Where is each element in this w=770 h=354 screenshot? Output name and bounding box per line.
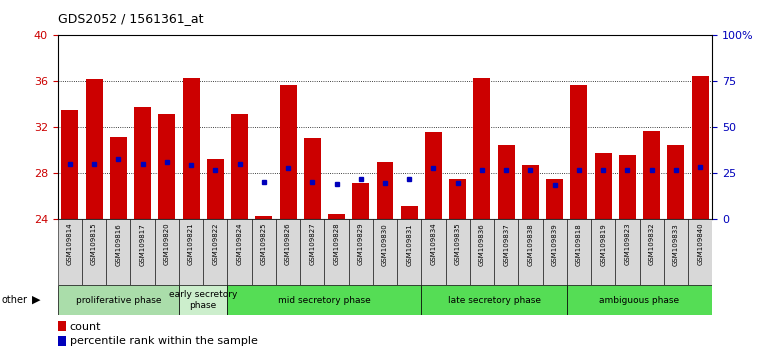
Bar [110,137,127,219]
Text: GSM109838: GSM109838 [527,223,534,266]
FancyBboxPatch shape [373,219,397,285]
Text: early secretory
phase: early secretory phase [169,290,237,310]
Text: late secretory phase: late secretory phase [447,296,541,304]
FancyBboxPatch shape [518,219,543,285]
FancyBboxPatch shape [58,219,82,285]
Text: GSM109837: GSM109837 [504,223,509,266]
Text: percentile rank within the sample: percentile rank within the sample [69,336,257,346]
FancyBboxPatch shape [179,219,203,285]
Bar [400,206,417,219]
FancyBboxPatch shape [591,219,615,285]
FancyBboxPatch shape [179,285,227,315]
Text: GSM109831: GSM109831 [407,223,412,266]
Text: GSM109827: GSM109827 [310,223,315,266]
Bar [304,138,321,219]
Text: ambiguous phase: ambiguous phase [600,296,680,304]
Text: GSM109817: GSM109817 [139,223,146,266]
Bar [85,79,102,219]
FancyBboxPatch shape [106,219,130,285]
Bar [377,162,393,219]
Text: GSM109824: GSM109824 [236,223,243,265]
FancyBboxPatch shape [227,219,252,285]
Text: ▶: ▶ [32,295,41,305]
Bar [546,179,563,219]
Bar [58,336,66,346]
FancyBboxPatch shape [58,285,179,315]
FancyBboxPatch shape [300,219,324,285]
FancyBboxPatch shape [615,219,640,285]
Bar [571,85,588,219]
Bar [497,145,514,219]
FancyBboxPatch shape [543,219,567,285]
Bar [594,153,611,219]
Bar [425,132,442,219]
Text: GSM109823: GSM109823 [624,223,631,266]
Text: GSM109821: GSM109821 [188,223,194,266]
Text: GSM109825: GSM109825 [261,223,266,265]
FancyBboxPatch shape [421,219,446,285]
Bar [280,85,296,219]
Bar [58,321,66,331]
Text: count: count [69,321,101,332]
FancyBboxPatch shape [349,219,373,285]
Bar [207,159,224,219]
Text: GSM109830: GSM109830 [382,223,388,266]
Bar [328,214,345,219]
Bar [134,107,151,219]
FancyBboxPatch shape [155,219,179,285]
FancyBboxPatch shape [130,219,155,285]
Bar [449,179,466,219]
Bar [62,110,79,219]
FancyBboxPatch shape [446,219,470,285]
Bar [474,78,490,219]
FancyBboxPatch shape [324,219,349,285]
Text: GSM109814: GSM109814 [67,223,73,266]
Bar [522,165,539,219]
FancyBboxPatch shape [203,219,227,285]
Text: GSM109835: GSM109835 [455,223,460,266]
Text: mid secretory phase: mid secretory phase [278,296,371,304]
FancyBboxPatch shape [688,219,712,285]
Text: GSM109828: GSM109828 [333,223,340,266]
FancyBboxPatch shape [640,219,664,285]
Text: proliferative phase: proliferative phase [75,296,161,304]
Text: GSM109833: GSM109833 [673,223,679,266]
Text: GSM109818: GSM109818 [576,223,582,266]
FancyBboxPatch shape [227,285,421,315]
FancyBboxPatch shape [494,219,518,285]
Text: other: other [2,295,28,305]
FancyBboxPatch shape [664,219,688,285]
Text: GSM109839: GSM109839 [551,223,557,266]
Bar [159,114,176,219]
Bar [619,155,636,219]
Text: GSM109820: GSM109820 [164,223,170,266]
FancyBboxPatch shape [567,285,712,315]
Text: GSM109826: GSM109826 [285,223,291,266]
FancyBboxPatch shape [421,285,567,315]
Text: GSM109816: GSM109816 [116,223,122,266]
Bar [691,76,708,219]
FancyBboxPatch shape [567,219,591,285]
Text: GSM109822: GSM109822 [213,223,219,265]
FancyBboxPatch shape [276,219,300,285]
Bar [668,145,685,219]
Text: GSM109832: GSM109832 [648,223,654,266]
Text: GDS2052 / 1561361_at: GDS2052 / 1561361_at [58,12,203,25]
FancyBboxPatch shape [470,219,494,285]
Text: GSM109815: GSM109815 [91,223,97,266]
Bar [182,78,199,219]
Bar [643,131,660,219]
Text: GSM109829: GSM109829 [358,223,363,266]
Text: GSM109819: GSM109819 [600,223,606,266]
Bar [353,183,370,219]
Text: GSM109834: GSM109834 [430,223,437,266]
Bar [231,114,248,219]
FancyBboxPatch shape [252,219,276,285]
Text: GSM109840: GSM109840 [697,223,703,266]
FancyBboxPatch shape [397,219,421,285]
FancyBboxPatch shape [82,219,106,285]
Text: GSM109836: GSM109836 [479,223,485,266]
Bar [256,216,273,219]
